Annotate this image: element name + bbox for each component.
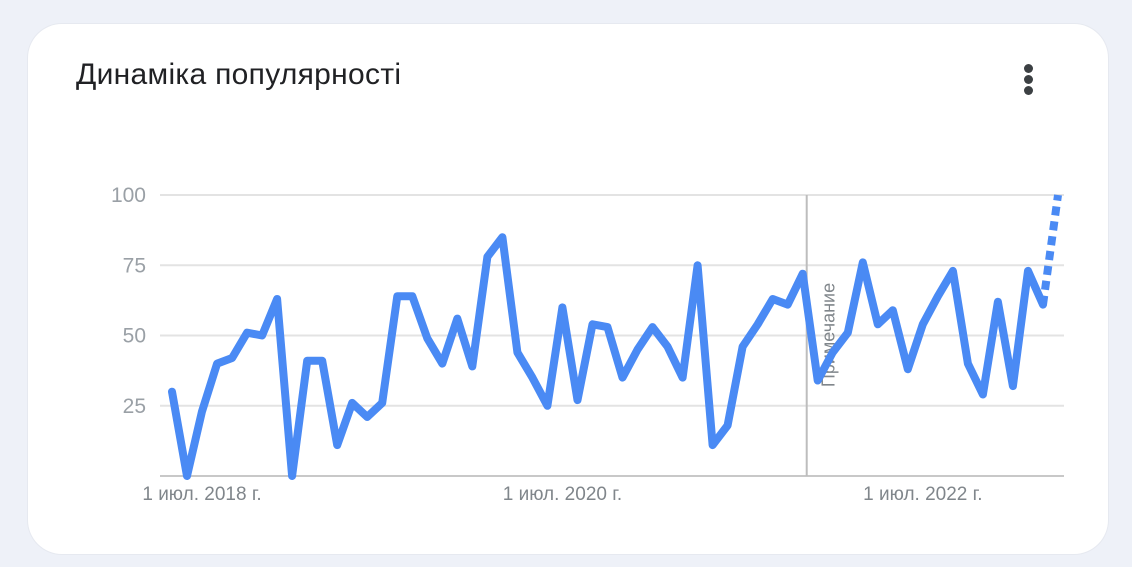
more-vert-icon[interactable] [1012,60,1046,100]
card-title: Динамiка популярностi [76,58,402,91]
y-tick-label: 50 [123,325,146,348]
x-tick-label: 1 июл. 2022 г. [863,484,982,505]
series-line [168,233,1047,480]
y-tick-label: 75 [123,254,146,277]
x-tick-label: 1 июл. 2020 г. [503,484,622,505]
y-tick-label: 25 [123,395,146,418]
series-lines [168,194,1062,480]
x-axis-ticks: 1 июл. 2018 г. 1 июл. 2020 г. 1 июл. 2022 … [142,484,982,505]
x-tick-label: 1 июл. 2018 г. [142,484,261,505]
chart-card [28,24,1108,554]
y-tick-label: 100 [111,184,146,207]
series-line-partial [1039,194,1062,306]
y-axis-ticks: 25 50 75 100 [111,184,146,418]
